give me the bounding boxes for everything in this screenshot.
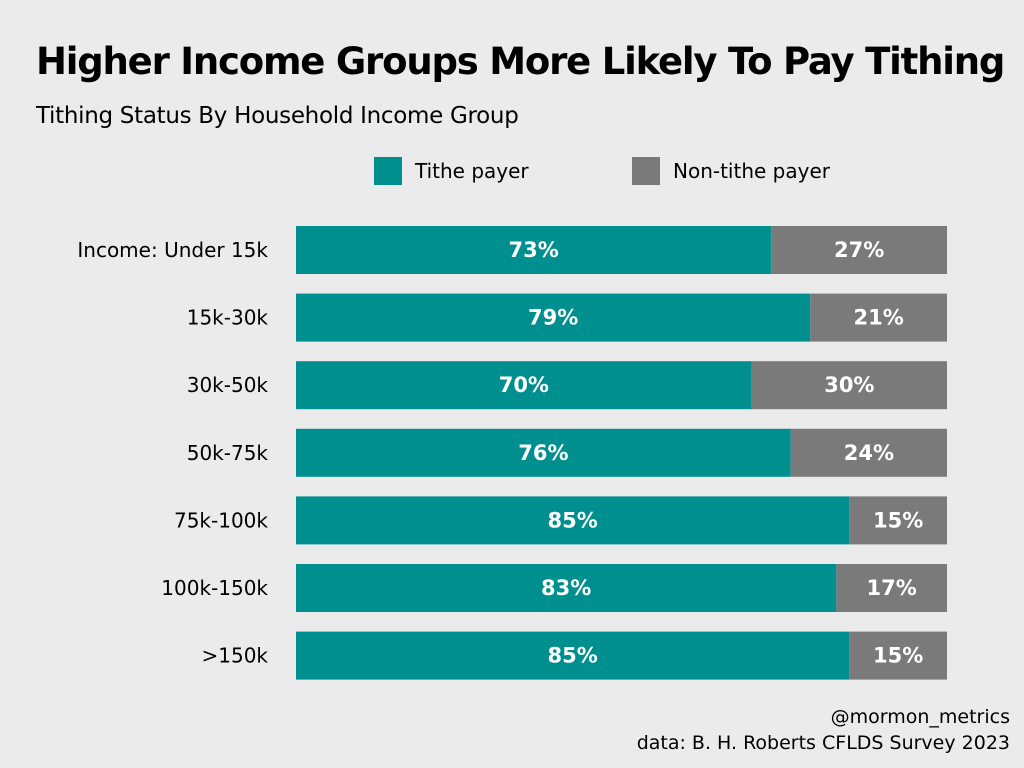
category-label-100k-150k: 100k-150k bbox=[161, 576, 268, 600]
legend-item-tithe-payer: Tithe payer bbox=[374, 157, 529, 185]
data-label-tithe-payer-100k-150k: 83% bbox=[541, 576, 591, 600]
data-label-tithe-payer-income-under-15k: 73% bbox=[508, 238, 558, 262]
data-source: data: B. H. Roberts CFLDS Survey 2023 bbox=[636, 732, 1010, 754]
category-label-income-under-15k: Income: Under 15k bbox=[77, 238, 268, 262]
bar-non-tithe-payer-30k-50k bbox=[751, 361, 947, 410]
category-label-50k-75k: 50k-75k bbox=[187, 441, 269, 465]
category-label-150k: >150k bbox=[201, 644, 268, 668]
bar-tithe-payer-75k-100k bbox=[296, 496, 850, 545]
category-label-15k-30k: 15k-30k bbox=[187, 306, 269, 330]
bar-non-tithe-payer-150k bbox=[849, 631, 947, 680]
data-label-tithe-payer-15k-30k: 79% bbox=[528, 306, 578, 330]
chart-subtitle: Tithing Status By Household Income Group bbox=[36, 103, 519, 129]
data-label-non-tithe-payer-50k-75k: 24% bbox=[844, 441, 894, 465]
bar-tithe-payer-50k-75k bbox=[296, 428, 791, 477]
bar-non-tithe-payer-50k-75k bbox=[790, 428, 947, 477]
data-label-non-tithe-payer-income-under-15k: 27% bbox=[834, 238, 884, 262]
data-label-non-tithe-payer-100k-150k: 17% bbox=[867, 576, 917, 600]
data-label-tithe-payer-50k-75k: 76% bbox=[518, 441, 568, 465]
legend-swatch-tithe-payer bbox=[374, 157, 402, 185]
data-label-tithe-payer-75k-100k: 85% bbox=[548, 508, 598, 532]
legend-label-tithe-payer: Tithe payer bbox=[415, 159, 529, 183]
category-label-75k-100k: 75k-100k bbox=[174, 508, 268, 532]
data-label-tithe-payer-30k-50k: 70% bbox=[499, 373, 549, 397]
bar-non-tithe-payer-15k-30k bbox=[810, 293, 947, 342]
bar-non-tithe-payer-75k-100k bbox=[849, 496, 947, 545]
bar-non-tithe-payer-100k-150k bbox=[836, 564, 947, 612]
legend-label-non-tithe-payer: Non-tithe payer bbox=[673, 159, 830, 183]
data-label-non-tithe-payer-30k-50k: 30% bbox=[824, 373, 874, 397]
category-label-30k-50k: 30k-50k bbox=[187, 373, 269, 397]
data-label-non-tithe-payer-15k-30k: 21% bbox=[854, 306, 904, 330]
bar-non-tithe-payer-income-under-15k bbox=[771, 226, 947, 274]
chart-title: Higher Income Groups More Likely To Pay … bbox=[36, 40, 1005, 83]
data-label-tithe-payer-150k: 85% bbox=[548, 644, 598, 668]
author-handle: @mormon_metrics bbox=[830, 706, 1010, 728]
bar-tithe-payer-30k-50k bbox=[296, 361, 752, 410]
bar-tithe-payer-income-under-15k bbox=[296, 226, 772, 274]
data-label-non-tithe-payer-150k: 15% bbox=[873, 644, 923, 668]
bar-tithe-payer-150k bbox=[296, 631, 850, 680]
legend-swatch-non-tithe-payer bbox=[632, 157, 660, 185]
bar-tithe-payer-15k-30k bbox=[296, 293, 811, 342]
bar-tithe-payer-100k-150k bbox=[296, 564, 837, 612]
legend-item-non-tithe-payer: Non-tithe payer bbox=[632, 157, 830, 185]
data-label-non-tithe-payer-75k-100k: 15% bbox=[873, 508, 923, 532]
